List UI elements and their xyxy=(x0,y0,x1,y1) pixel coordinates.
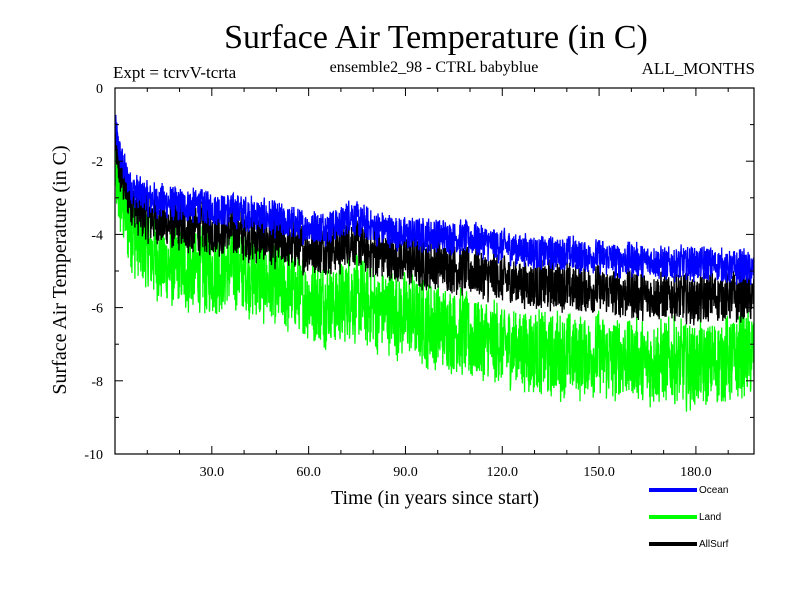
ticks-layer: 30.0 60.0 90.0 120.0 150.0 180.0 0 -2 -4 -6 -8 -10 xyxy=(84,82,754,480)
x-tick-label: 180.0 xyxy=(680,465,712,480)
y-tick-label: -8 xyxy=(91,375,103,390)
x-tick-label: 30.0 xyxy=(200,465,225,480)
y-tick-label: -6 xyxy=(91,302,103,317)
chart-title: Surface Air Temperature (in C) xyxy=(224,19,648,56)
chart-subtitle: ensemble2_98 - CTRL babyblue xyxy=(330,59,539,76)
expt-label: Expt = tcrvV-tcrta xyxy=(113,63,237,82)
legend-label-allsurf: AllSurf xyxy=(699,539,729,550)
series-line-ocean xyxy=(115,114,754,286)
y-tick-label: 0 xyxy=(96,82,103,97)
legend-label-land: Land xyxy=(699,512,721,523)
plot-frame xyxy=(114,87,755,455)
y-axis-label: Surface Air Temperature (in C) xyxy=(49,145,71,394)
x-axis-label: Time (in years since start) xyxy=(331,487,539,509)
months-label: ALL_MONTHS xyxy=(642,59,755,78)
x-tick-label: 150.0 xyxy=(583,465,615,480)
legend-label-ocean: Ocean xyxy=(699,485,728,496)
x-tick-label: 90.0 xyxy=(393,465,418,480)
y-tick-label: -4 xyxy=(91,228,103,243)
x-tick-label: 120.0 xyxy=(487,465,519,480)
y-tick-label: -10 xyxy=(84,448,103,463)
series-layer xyxy=(115,114,754,412)
legend: Ocean Land AllSurf xyxy=(649,485,729,550)
y-tick-label: -2 xyxy=(91,155,103,170)
x-tick-label: 60.0 xyxy=(296,465,321,480)
